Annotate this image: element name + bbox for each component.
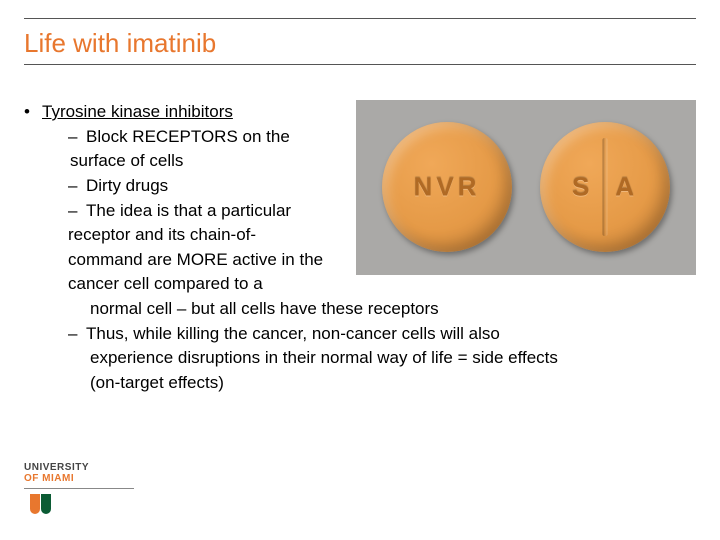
sub-item-1-line1: Block RECEPTORS on the: [86, 127, 290, 146]
sub-item-4-line3: (on-target effects): [90, 371, 696, 396]
slide-title: Life with imatinib: [24, 28, 216, 59]
sub-item-4-line1: Thus, while killing the cancer, non-canc…: [86, 324, 500, 343]
pill-back-right-letter: A: [615, 172, 638, 202]
sub-item-4: –Thus, while killing the cancer, non-can…: [68, 322, 696, 347]
top-divider: [24, 18, 696, 19]
u-logo-icon: [28, 494, 54, 518]
main-bullet-text: Tyrosine kinase inhibitors: [42, 102, 233, 121]
university-logo: UNIVERSITY OF MIAMI: [24, 462, 134, 518]
sub-item-2-text: Dirty drugs: [86, 176, 168, 195]
sub-item-3-line4: normal cell – but all cells have these r…: [90, 297, 696, 322]
logo-divider: [24, 488, 134, 489]
pill-photo: NVR SA: [356, 100, 696, 275]
title-divider: [24, 64, 696, 65]
pill-back-left-letter: S: [572, 172, 593, 202]
pill-back-imprint: SA: [572, 172, 638, 203]
pill-back: SA: [540, 122, 670, 252]
logo-text-line2: OF MIAMI: [24, 473, 134, 484]
pill-front-imprint: NVR: [414, 172, 481, 203]
sub-item-3-line1: The idea is that a particular: [86, 201, 291, 220]
u-logo-green: [41, 494, 51, 514]
pill-front: NVR: [382, 122, 512, 252]
content-area: NVR SA •Tyrosine kinase inhibitors –Bloc…: [24, 100, 696, 396]
u-logo-orange: [30, 494, 40, 514]
sub-item-4-line2: experience disruptions in their normal w…: [90, 346, 696, 371]
logo-text-line1: UNIVERSITY: [24, 462, 134, 473]
bullet-marker: •: [24, 100, 42, 125]
